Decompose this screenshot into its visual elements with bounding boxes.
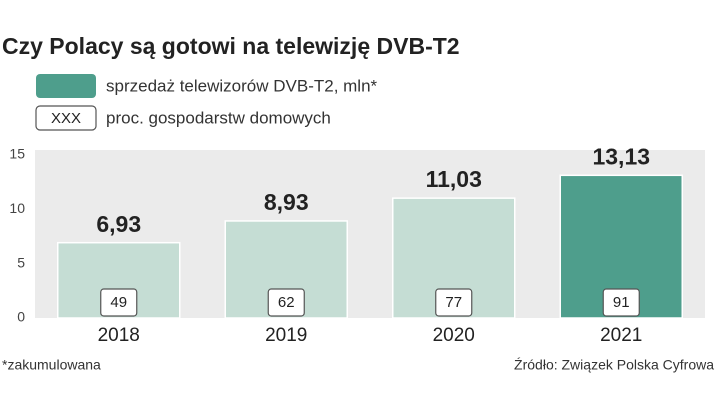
y-tick-label: 10 [9, 200, 25, 216]
value-label: 13,13 [592, 143, 650, 169]
pct-box [100, 288, 138, 317]
pct-label: 62 [278, 294, 295, 311]
source: Źródło: Związek Polska Cyfrowa [514, 357, 714, 373]
pct-box [267, 288, 305, 317]
legend-box-label: XXX [51, 110, 81, 127]
value-label: 8,93 [264, 189, 309, 215]
value-label: 6,93 [96, 211, 141, 237]
y-tick-label: 0 [17, 309, 25, 325]
legend-label: sprzedaż telewizorów DVB-T2, mln* [106, 76, 378, 95]
pct-box [435, 288, 473, 317]
x-tick-label: 2020 [433, 325, 475, 346]
y-tick-label: 5 [17, 254, 25, 270]
pct-label: 77 [445, 294, 462, 311]
legend-swatch [36, 74, 96, 98]
y-tick-label: 15 [9, 146, 25, 162]
chart-title: Czy Polacy są gotowi na telewizję DVB-T2 [2, 33, 460, 59]
pct-label: 91 [613, 294, 630, 311]
value-label: 11,03 [426, 166, 482, 192]
x-tick-label: 2021 [600, 325, 642, 346]
x-tick-label: 2018 [98, 325, 140, 346]
legend-label: proc. gospodarstw domowych [106, 108, 331, 127]
footnote: *zakumulowana [2, 357, 101, 373]
legend-box [35, 105, 97, 131]
pct-box [602, 288, 640, 317]
x-tick-label: 2019 [265, 325, 307, 346]
pct-label: 49 [110, 294, 127, 311]
